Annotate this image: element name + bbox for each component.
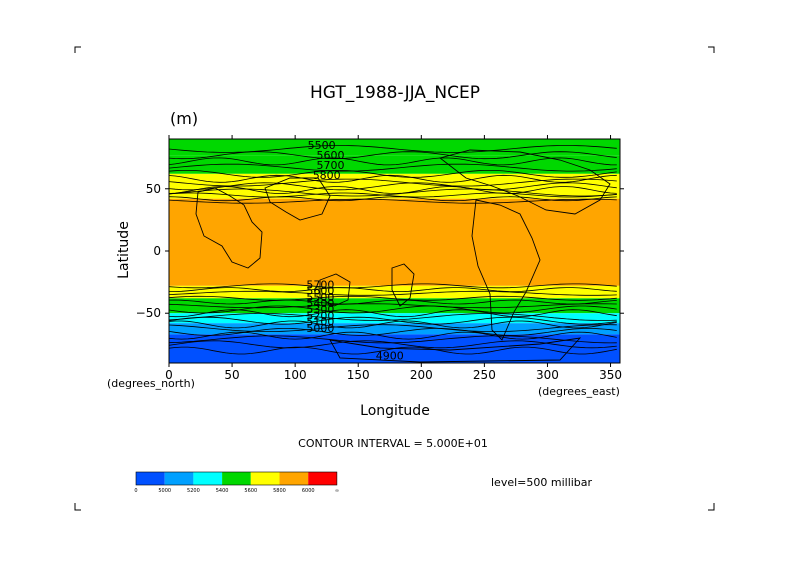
colorbar-tick-label: 6000 — [302, 488, 315, 494]
contour-band — [169, 323, 620, 335]
colorbar-tick-label: 0 — [134, 488, 137, 494]
y-axis-label: Latitude — [116, 221, 132, 279]
contour-band — [169, 285, 620, 299]
contour-label: 5500 — [308, 139, 336, 152]
y-tick-label: 50 — [146, 182, 161, 196]
contour-label: 4900 — [376, 349, 404, 362]
colorbar-swatch — [193, 472, 223, 485]
colorbar-swatch — [222, 472, 251, 485]
colorbar-tick-label: 5600 — [244, 488, 257, 494]
contour-line — [168, 295, 617, 301]
contour-line — [168, 157, 617, 166]
contour-band — [169, 173, 620, 193]
contour-label: 5600 — [316, 149, 344, 162]
colorbar-swatch — [308, 472, 337, 485]
contour-line — [168, 316, 617, 325]
contour-line — [168, 309, 617, 318]
x-tick-label: 100 — [284, 368, 307, 382]
colorbar-swatch — [164, 472, 194, 485]
x-tick-label: 350 — [599, 368, 622, 382]
contour-line — [168, 186, 617, 194]
contour-label: 5600 — [306, 285, 334, 298]
contour-label: 5700 — [316, 159, 344, 172]
x-tick-label: 250 — [473, 368, 496, 382]
x-tick-label: 150 — [347, 368, 370, 382]
contour-label: 5800 — [313, 169, 341, 182]
x-axis-label: Longitude — [360, 403, 430, 419]
x-tick-label: 50 — [224, 368, 239, 382]
contour-line — [168, 290, 617, 296]
colorbar: 0 5000 5200 5400 5600 5800 6000 ∞ — [134, 471, 339, 494]
contour-line — [168, 192, 617, 198]
coastline — [471, 199, 541, 341]
units-label: (m) — [170, 109, 198, 128]
coastline — [195, 187, 263, 269]
contour-line — [168, 331, 617, 340]
coastline — [439, 149, 611, 215]
colorbar-frame — [135, 471, 338, 486]
x-tick-label: 0 — [165, 368, 173, 382]
contour-band — [169, 313, 620, 324]
y-units-label: (degrees_north) — [107, 377, 195, 390]
coastline — [264, 177, 331, 221]
colorbar-tick-label: 5200 — [187, 488, 200, 494]
contour-line — [168, 299, 617, 305]
contour-label: 5400 — [306, 297, 334, 310]
contour-line — [168, 340, 617, 349]
corner-marks — [74, 46, 715, 511]
contour-line — [168, 178, 617, 187]
contour-band — [169, 198, 620, 286]
colorbar-swatch — [279, 472, 309, 485]
plot-area: 5500560057005800570056005500540053005200… — [136, 135, 624, 382]
contour-line — [168, 151, 617, 160]
contour-label: 5300 — [306, 303, 334, 316]
x-tick-label: 300 — [536, 368, 559, 382]
contour-line — [168, 283, 617, 289]
coastline — [319, 273, 351, 307]
y-tick-label: 0 — [153, 244, 161, 258]
contour-label: 5200 — [306, 309, 334, 322]
x-tick-label: 200 — [410, 368, 433, 382]
chart-title: HGT_1988-JJA_NCEP — [310, 83, 480, 103]
contour-line — [168, 303, 617, 309]
colorbar-swatch — [250, 472, 280, 485]
y-tick-label: −50 — [136, 306, 161, 320]
contour-line — [168, 198, 617, 204]
contour-line — [168, 182, 617, 191]
coastline — [329, 337, 582, 363]
contour-label: 5000 — [306, 322, 334, 335]
level-text: level=500 millibar — [491, 476, 593, 489]
contour-line — [168, 188, 617, 197]
contour-line — [168, 196, 617, 202]
contour-band — [169, 298, 620, 314]
colorbar-swatch — [136, 472, 165, 485]
contour-line — [168, 320, 617, 329]
contour-interval-text: CONTOUR INTERVAL = 5.000E+01 — [298, 437, 488, 450]
contour-label: 5700 — [306, 278, 334, 291]
contour-line — [168, 163, 617, 172]
colorbar-tick-label: 5400 — [216, 488, 229, 494]
colorbar-tick-label: ∞ — [335, 488, 339, 494]
contour-label: 5500 — [306, 291, 334, 304]
x-units-label: (degrees_east) — [538, 385, 620, 398]
contour-line — [168, 305, 617, 314]
colorbar-tick-label: 5000 — [158, 488, 171, 494]
contour-line — [168, 170, 617, 178]
colorbar-tick-label: 5800 — [273, 488, 286, 494]
coastline — [391, 263, 415, 307]
contour-label: 5100 — [306, 316, 334, 329]
contour-line — [168, 324, 617, 332]
